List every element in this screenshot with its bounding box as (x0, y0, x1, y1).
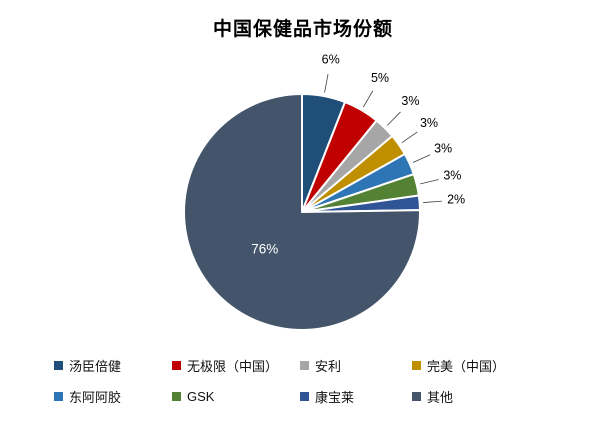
slice-label-0: 6% (322, 52, 340, 66)
leader-line-3 (401, 131, 418, 144)
legend-item-0: 汤臣倍健 (54, 356, 172, 375)
legend-item-6: 康宝莱 (300, 387, 412, 406)
leader-line-6 (423, 200, 443, 203)
chart-legend: 汤臣倍健 无极限（中国） 安利 完美（中国） 东阿阿胶 GSK 康宝莱 其他 (54, 356, 598, 406)
legend-swatch-icon (300, 392, 309, 401)
slice-label-1: 5% (371, 71, 389, 85)
leader-line-2 (386, 111, 401, 126)
pie-slice-7 (183, 93, 421, 331)
legend-label: 完美（中国） (427, 359, 506, 374)
legend-label: 康宝莱 (315, 390, 355, 405)
slice-label-6: 2% (447, 192, 465, 206)
legend-label: 其他 (427, 390, 454, 405)
slice-label-3: 3% (420, 116, 438, 130)
legend-swatch-icon (412, 392, 421, 401)
legend-item-5: GSK (172, 389, 300, 404)
chart-title: 中国保健品市场份额 (212, 19, 393, 40)
legend-swatch-icon (300, 361, 309, 370)
legend-swatch-icon (412, 361, 421, 370)
slice-label-2: 3% (401, 94, 419, 108)
pie-chart: 6%5%3%3%3%3%2%76% (183, 52, 465, 331)
legend-swatch-icon (172, 392, 181, 401)
legend-swatch-icon (54, 361, 63, 370)
legend-item-1: 无极限（中国） (172, 356, 300, 375)
slice-label-5: 3% (443, 169, 461, 183)
slice-label-7: 76% (251, 241, 278, 256)
legend-item-2: 安利 (300, 356, 412, 375)
legend-item-4: 东阿阿胶 (54, 387, 172, 406)
legend-swatch-icon (172, 361, 181, 370)
leader-line-5 (420, 179, 439, 185)
leader-line-0 (324, 73, 329, 93)
legend-label: 东阿阿胶 (69, 390, 122, 405)
slice-label-4: 3% (434, 141, 452, 155)
legend-item-7: 其他 (412, 387, 598, 406)
legend-label: GSK (187, 389, 215, 404)
legend-item-3: 完美（中国） (412, 356, 598, 375)
legend-swatch-icon (54, 392, 63, 401)
legend-label: 安利 (315, 359, 342, 374)
legend-label: 无极限（中国） (187, 359, 279, 374)
leader-line-4 (412, 154, 431, 163)
legend-label: 汤臣倍健 (69, 359, 122, 374)
leader-line-1 (362, 90, 374, 108)
